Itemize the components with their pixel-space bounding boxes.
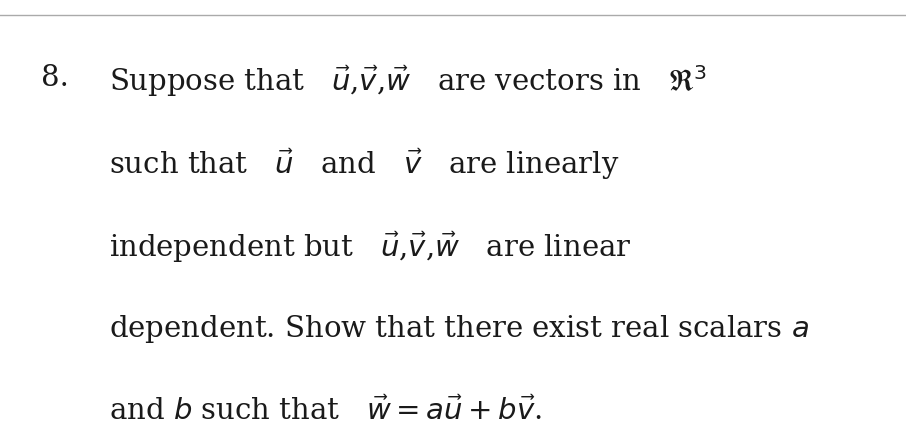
Text: 8.: 8. — [41, 64, 69, 92]
Text: such that   $\vec{u}$   and   $\vec{v}$   are linearly: such that $\vec{u}$ and $\vec{v}$ are li… — [109, 147, 619, 182]
Text: dependent. Show that there exist real scalars $a$: dependent. Show that there exist real sc… — [109, 313, 809, 345]
Text: and $b$ such that   $\vec{w}=a\vec{u}+b\vec{v}$.: and $b$ such that $\vec{w}=a\vec{u}+b\ve… — [109, 396, 542, 426]
Text: Suppose that   $\vec{u}$,$\vec{v}$,$\vec{w}$   are vectors in   $\mathfrak{R}^3$: Suppose that $\vec{u}$,$\vec{v}$,$\vec{w… — [109, 64, 707, 99]
Text: independent but   $\vec{u}$,$\vec{v}$,$\vec{w}$   are linear: independent but $\vec{u}$,$\vec{v}$,$\ve… — [109, 230, 631, 265]
